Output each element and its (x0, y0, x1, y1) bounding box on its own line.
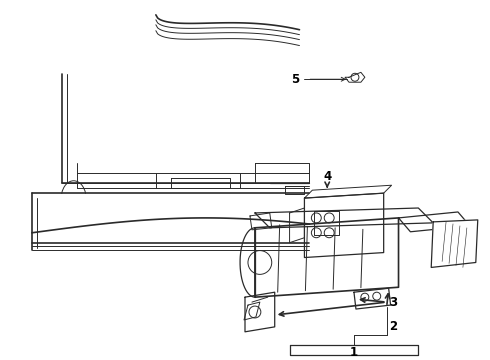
Polygon shape (255, 208, 433, 228)
Text: 4: 4 (323, 170, 331, 183)
Polygon shape (171, 178, 230, 188)
Polygon shape (245, 292, 275, 332)
Polygon shape (398, 212, 470, 232)
Polygon shape (255, 218, 398, 297)
Polygon shape (431, 220, 478, 267)
Text: 2: 2 (390, 320, 398, 333)
Polygon shape (354, 288, 391, 309)
Text: 1: 1 (350, 346, 358, 359)
Text: 5: 5 (291, 73, 299, 86)
Text: 3: 3 (390, 296, 398, 309)
